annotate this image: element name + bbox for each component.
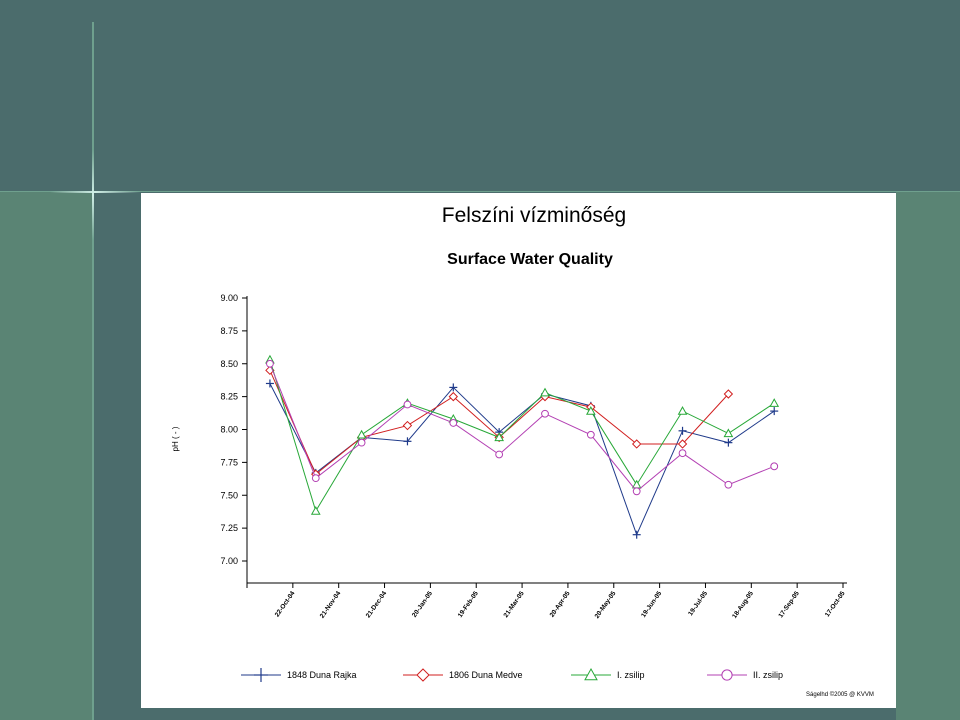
x-tick-label: 19-Jun-05: [640, 590, 663, 619]
x-tick-label: 20-May-05: [594, 590, 618, 620]
decorative-line-vertical: [92, 22, 94, 720]
marker-triangle: [584, 667, 598, 681]
marker-triangle: [540, 387, 550, 397]
marker-diamond: [631, 439, 642, 449]
copyright-footnote: Ságelhd ©2005 @ KVVM: [806, 691, 874, 698]
marker-triangle: [723, 428, 734, 438]
x-tick-label: 17-Sep-05: [777, 590, 801, 619]
marker-triangle: [310, 506, 321, 515]
x-tick-label: 20-Apr-05: [549, 590, 572, 619]
marker-plus: [770, 407, 779, 416]
legend-label: 1848 Duna Rajka: [287, 670, 357, 680]
marker-circle: [586, 430, 595, 439]
marker-plus: [724, 438, 733, 447]
marker-diamond: [448, 391, 459, 402]
x-tick-label: 18-Aug-05: [731, 590, 755, 620]
x-tick-label: 22-Oct-04: [274, 590, 297, 619]
x-tick-label: 17-Oct-05: [824, 590, 847, 619]
marker-circle: [357, 438, 366, 447]
legend-item: I. zsilip: [571, 667, 645, 681]
decorative-band-left: [0, 192, 92, 720]
legend: 1848 Duna Rajka 1806 Duna Medve I. zsilip I…: [241, 667, 783, 682]
marker-triangle: [769, 398, 780, 407]
marker-circle: [403, 400, 412, 409]
legend-label: I. zsilip: [617, 670, 645, 680]
marker-diamond: [402, 420, 413, 431]
x-tick-label: 19-Jul-05: [687, 590, 709, 617]
decorative-band-right: [896, 192, 960, 720]
y-tick-label: 8.50: [220, 359, 238, 369]
x-tick-label: 19-Feb-05: [457, 590, 480, 619]
ph-line-chart: Felszíni vízminőség Surface Water Qualit…: [171, 204, 874, 698]
series-line: [269, 359, 775, 513]
chart-panel: Felszíni vízminőség Surface Water Qualit…: [141, 193, 896, 708]
legend-label: 1806 Duna Medve: [449, 670, 523, 680]
y-tick-label: 8.75: [220, 326, 238, 336]
decorative-line-horizontal: [0, 191, 960, 192]
marker-circle: [495, 450, 504, 459]
chart-subtitle: Surface Water Quality: [447, 251, 613, 268]
chart-title: Felszíni vízminőség: [442, 204, 626, 227]
y-tick-label: 7.50: [220, 490, 238, 500]
series-line: [269, 363, 775, 493]
marker-diamond: [677, 439, 688, 449]
series-line: [269, 370, 729, 476]
x-tick-label: 21-Mar-05: [503, 590, 526, 619]
marker-triangle: [356, 429, 367, 439]
series-1: [265, 365, 734, 479]
marker-circle: [678, 449, 687, 458]
sparkle-icon-horizontal: [50, 191, 140, 193]
x-tick-label: 21-Nov-04: [319, 590, 343, 620]
marker-plus: [632, 530, 641, 539]
marker-plus: [449, 383, 458, 392]
marker-triangle: [677, 406, 688, 415]
marker-triangle: [631, 479, 642, 489]
y-axis-label: pH ( - ): [171, 426, 180, 451]
legend-item: II. zsilip: [707, 669, 783, 681]
marker-triangle: [585, 406, 596, 415]
y-tick-label: 7.00: [220, 556, 238, 566]
marker-circle: [449, 419, 458, 427]
legend-label: II. zsilip: [753, 670, 783, 680]
y-tick-label: 8.00: [220, 425, 238, 435]
series-2: [265, 354, 780, 515]
marker-circle: [632, 487, 641, 496]
marker-circle: [721, 669, 733, 681]
y-tick-label: 9.00: [220, 293, 238, 303]
series-0: [265, 379, 779, 539]
marker-triangle: [494, 432, 505, 442]
series-layer: [265, 354, 780, 539]
marker-circle: [770, 462, 779, 471]
marker-plus: [254, 668, 268, 682]
marker-plus: [678, 426, 687, 435]
marker-circle: [311, 474, 320, 483]
y-tick-label: 7.75: [220, 457, 238, 467]
marker-diamond: [723, 389, 734, 399]
axes: 9.00 8.75 8.50 8.25 8.00 7.75 7.50 7.25 7.00 22-O…: [220, 293, 847, 620]
marker-circle: [724, 480, 733, 489]
series-3: [266, 359, 779, 496]
marker-plus: [403, 437, 412, 446]
marker-diamond: [416, 668, 430, 682]
y-tick-label: 8.25: [220, 392, 238, 402]
legend-item: 1806 Duna Medve: [403, 668, 523, 682]
sparkle-icon: [92, 150, 94, 240]
series-line: [269, 383, 775, 537]
x-tick-label: 21-Dec-04: [365, 590, 389, 619]
marker-plus: [265, 379, 274, 388]
x-tick-label: 20-Jan-05: [411, 590, 434, 619]
marker-circle: [266, 359, 274, 368]
legend-item: 1848 Duna Rajka: [241, 668, 357, 682]
marker-circle: [541, 409, 549, 418]
y-tick-label: 7.25: [220, 523, 238, 533]
